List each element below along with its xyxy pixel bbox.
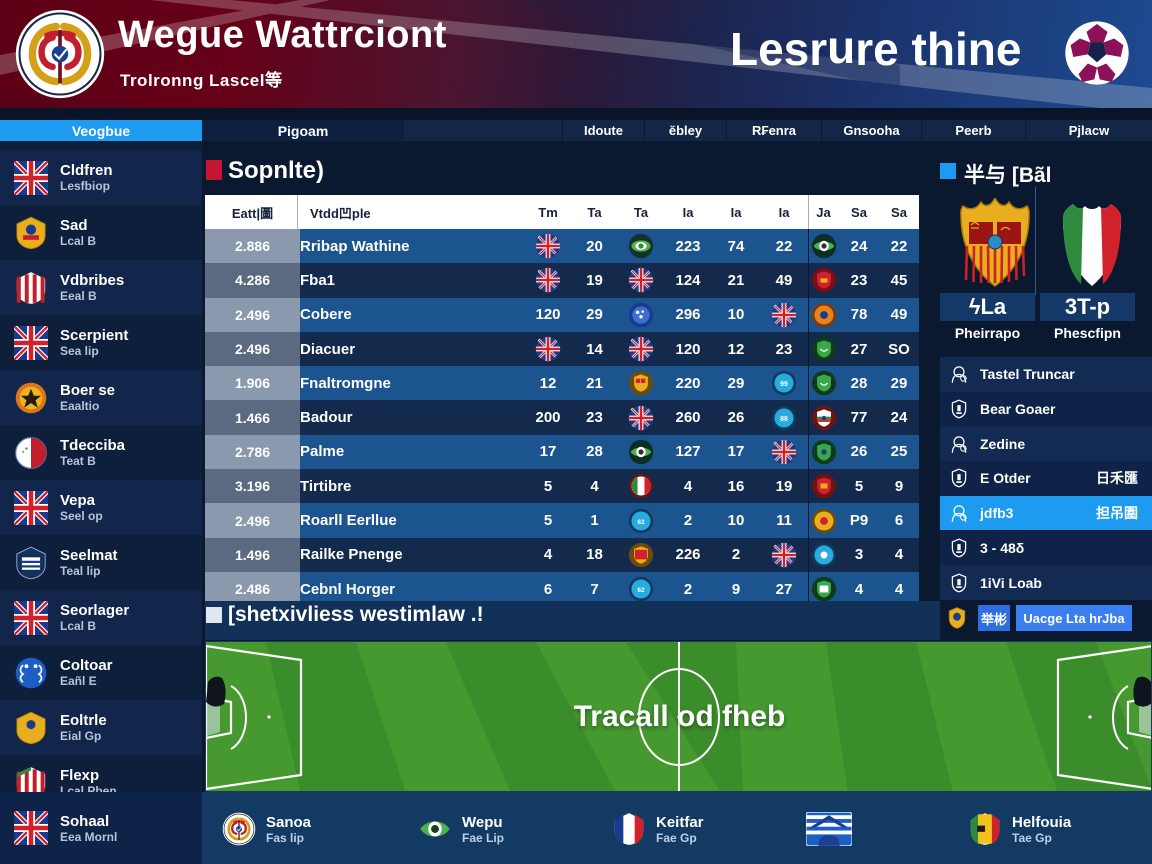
svg-text:62: 62 bbox=[637, 587, 645, 594]
svg-text:62: 62 bbox=[637, 519, 645, 526]
svg-text:88: 88 bbox=[780, 416, 788, 423]
svg-text:99: 99 bbox=[780, 381, 788, 388]
